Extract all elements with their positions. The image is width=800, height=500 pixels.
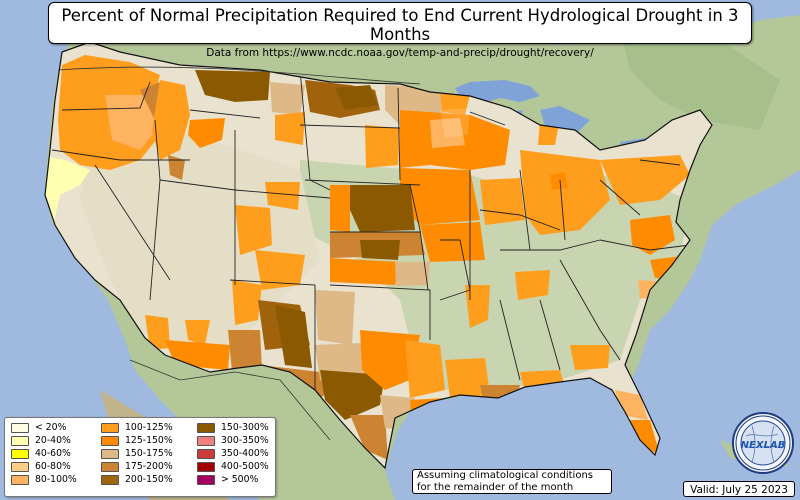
drought-region: [330, 185, 350, 232]
legend-label: 150-300%: [221, 422, 269, 433]
legend-label: 20-40%: [35, 435, 71, 446]
drought-region: [265, 182, 300, 210]
globe-icon: NEXLAB: [735, 415, 791, 471]
drought-region: [360, 330, 420, 390]
drought-region: [232, 280, 262, 325]
note-box: Assuming climatological conditions for t…: [412, 469, 612, 494]
us-border: [44, 41, 713, 470]
drought-region: [465, 285, 490, 328]
legend-swatch: [197, 462, 215, 472]
legend-swatch: [101, 423, 119, 433]
drought-region: [315, 290, 355, 345]
drought-region: [350, 415, 388, 460]
legend-swatch: [101, 475, 119, 485]
drought-region: [360, 240, 400, 260]
legend-label: 80-100%: [35, 474, 77, 485]
canada-terrain-east: [620, 30, 780, 130]
drought-region: [145, 315, 170, 350]
drought-region: [235, 205, 272, 255]
drought-region: [168, 155, 185, 180]
legend-label: < 20%: [35, 422, 67, 433]
drought-region: [365, 125, 400, 168]
drought-region: [275, 305, 312, 368]
title-box: Percent of Normal Precipitation Required…: [48, 2, 752, 59]
drought-region: [520, 150, 610, 235]
drought-region: [550, 172, 568, 190]
note-line-1: Assuming climatological conditions: [417, 470, 593, 481]
valid-date: Valid: July 25 2023: [683, 481, 795, 497]
drought-region: [395, 262, 430, 286]
legend-swatch: [197, 449, 215, 459]
legend-label: 40-60%: [35, 448, 71, 459]
drought-region: [570, 345, 610, 370]
legend-swatch: [101, 462, 119, 472]
drought-region: [45, 155, 90, 230]
drought-region: [480, 178, 525, 225]
nexlab-logo: NEXLAB: [732, 412, 794, 474]
legend-swatch: [197, 423, 215, 433]
drought-region: [420, 222, 485, 262]
legend-label: 200-150%: [125, 474, 173, 485]
legend-label: 350-400%: [221, 448, 269, 459]
legend-label: 175-200%: [125, 461, 173, 472]
drought-region: [445, 358, 490, 398]
legend-label: 100-125%: [125, 422, 173, 433]
legend-label: 300-350%: [221, 435, 269, 446]
legend-swatch: [11, 462, 29, 472]
drought-region: [400, 168, 480, 225]
drought-region: [270, 82, 305, 115]
drought-region: [515, 270, 550, 300]
legend-label: 125-150%: [125, 435, 173, 446]
drought-region: [330, 258, 400, 285]
mexico-border: [129, 359, 331, 441]
note-line-2: for the remainder of the month: [417, 481, 574, 493]
drought-region: [430, 118, 465, 148]
drought-region: [350, 185, 415, 232]
map-subtitle: Data from https://www.ncdc.noaa.gov/temp…: [206, 47, 594, 59]
legend-swatch: [11, 449, 29, 459]
drought-region: [275, 112, 305, 145]
legend-swatch: [101, 449, 119, 459]
drought-region: [188, 118, 225, 148]
logo-text: NEXLAB: [741, 440, 786, 451]
legend-swatch: [197, 436, 215, 446]
drought-region: [440, 90, 470, 115]
drought-region: [335, 85, 378, 110]
drought-region: [228, 330, 262, 372]
legend-swatch: [11, 475, 29, 485]
canada-border: [57, 66, 421, 85]
drought-region: [195, 70, 270, 102]
drought-region: [600, 155, 690, 205]
legend-swatch: [197, 475, 215, 485]
legend-swatch: [11, 436, 29, 446]
drought-region: [255, 250, 305, 290]
state-boundaries: [51, 69, 691, 400]
legend-label: 400-500%: [221, 461, 269, 472]
drought-region: [152, 80, 190, 160]
drought-region: [320, 370, 385, 420]
legend-label: 60-80%: [35, 461, 71, 472]
drought-region: [185, 320, 210, 345]
legend-label: > 500%: [221, 474, 259, 485]
drought-region: [405, 340, 445, 398]
legend-label: 150-175%: [125, 448, 173, 459]
legend-swatch: [11, 423, 29, 433]
map-title: Percent of Normal Precipitation Required…: [61, 6, 739, 44]
drought-region: [440, 108, 470, 138]
drought-region: [630, 215, 675, 255]
legend-swatch: [101, 436, 119, 446]
legend: < 20% 20-40% 40-60% 60-80% 80-100% 100-125% 12…: [4, 417, 276, 497]
